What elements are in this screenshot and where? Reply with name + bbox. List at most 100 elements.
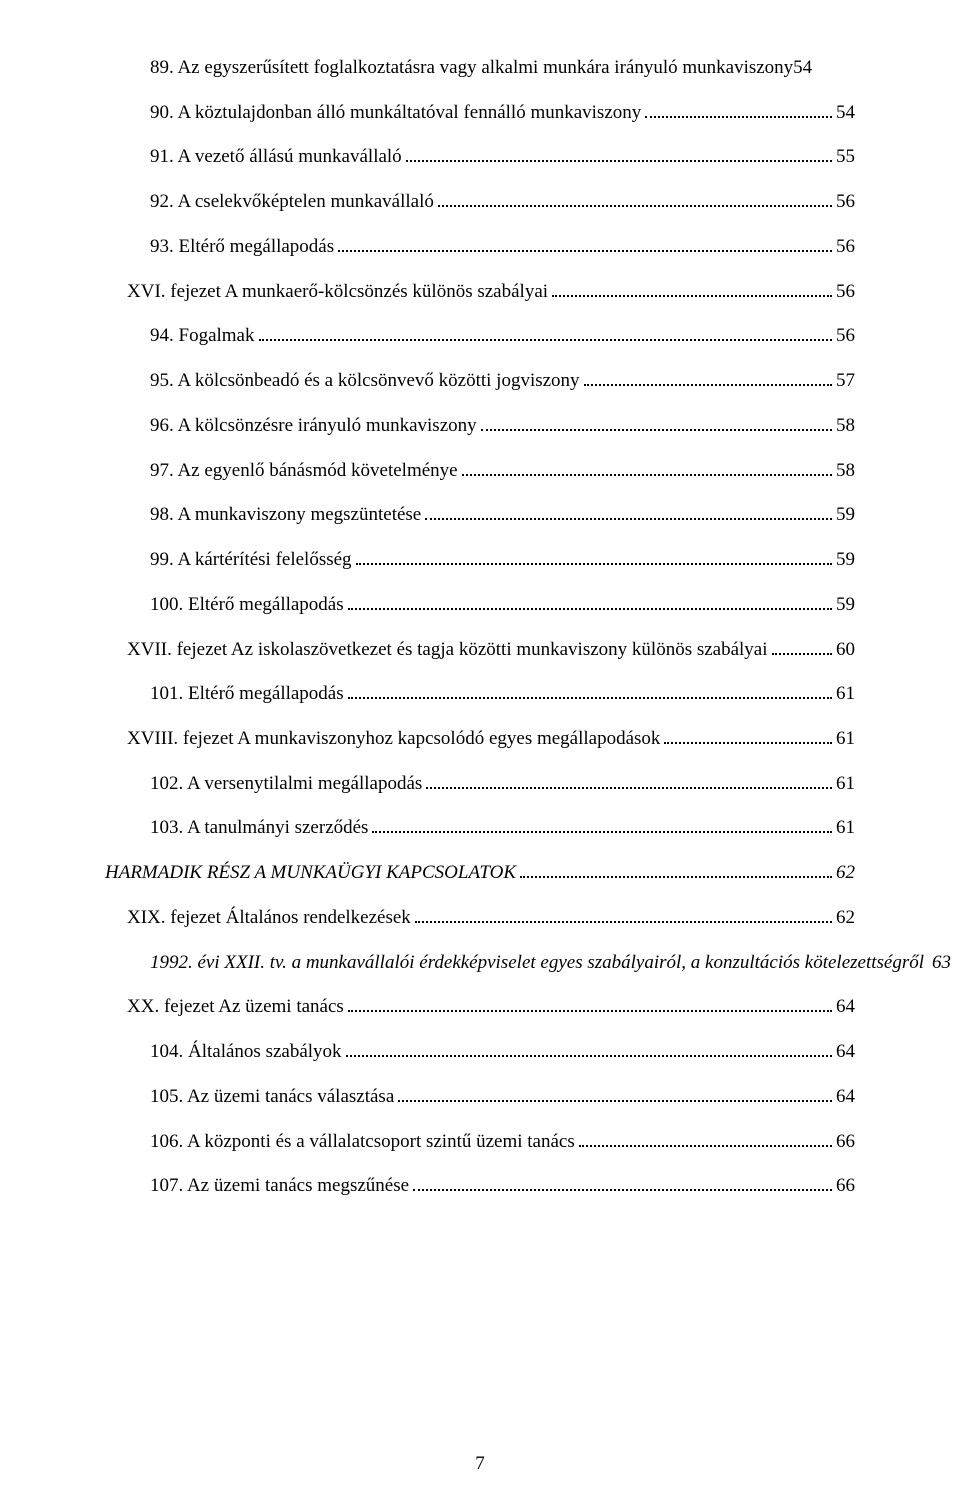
- toc-entry-page: 55: [836, 144, 855, 170]
- toc-entry-page: 60: [836, 637, 855, 663]
- toc-entry-label: 1992. évi XXII. tv. a munkavállalói érde…: [150, 950, 924, 976]
- toc-entry-label: 98. A munkaviszony megszüntetése: [150, 502, 421, 528]
- toc-leader-dots: [579, 1128, 832, 1147]
- toc-entry: 90. A köztulajdonban álló munkáltatóval …: [105, 99, 855, 126]
- toc-leader-dots: [398, 1083, 832, 1102]
- toc-leader-dots: [462, 457, 832, 476]
- toc-entry: 91. A vezető állású munkavállaló 55: [105, 143, 855, 170]
- toc-entry-page: 64: [836, 1039, 855, 1065]
- toc-leader-dots: [772, 635, 832, 654]
- toc-leader-dots: [481, 412, 832, 431]
- toc-entry-page: 59: [836, 502, 855, 528]
- toc-entry-label: XIX. fejezet Általános rendelkezések: [127, 905, 411, 931]
- toc-entry: HARMADIK RÉSZ A MUNKAÜGYI KAPCSOLATOK 62: [105, 859, 855, 886]
- toc-entry: 97. Az egyenlő bánásmód követelménye 58: [105, 457, 855, 484]
- toc-leader-dots: [348, 993, 832, 1012]
- toc-entry: XIX. fejezet Általános rendelkezések 62: [105, 904, 855, 931]
- toc-leader-dots: [259, 322, 833, 341]
- toc-entry-page: 62: [836, 860, 855, 886]
- toc-entry-page: 54: [793, 55, 812, 81]
- toc-entry: XVIII. fejezet A munkaviszonyhoz kapcsol…: [105, 725, 855, 752]
- toc-entry-page: 59: [836, 547, 855, 573]
- toc-entry-page: 56: [836, 189, 855, 215]
- toc-entry-label: 91. A vezető állású munkavállaló: [150, 144, 402, 170]
- toc-entry-page: 61: [836, 815, 855, 841]
- toc-entry-label: 103. A tanulmányi szerződés: [150, 815, 368, 841]
- toc-entry-page: 61: [836, 771, 855, 797]
- toc-leader-dots: [426, 770, 832, 789]
- toc-entry: 93. Eltérő megállapodás 56: [105, 233, 855, 260]
- toc-entry: 98. A munkaviszony megszüntetése 59: [105, 501, 855, 528]
- toc-leader-dots: [664, 725, 832, 744]
- toc-entry-label: 96. A kölcsönzésre irányuló munkaviszony: [150, 413, 477, 439]
- toc-entry-label: 92. A cselekvőképtelen munkavállaló: [150, 189, 434, 215]
- toc-entry-page: 66: [836, 1129, 855, 1155]
- toc-entry-label: XVII. fejezet Az iskolaszövetkezet és ta…: [127, 637, 768, 663]
- toc-leader-dots: [406, 143, 832, 162]
- toc-entry-page: 62: [836, 905, 855, 931]
- toc-leader-dots: [413, 1172, 832, 1191]
- toc-entry-page: 66: [836, 1173, 855, 1199]
- toc-entry-label: HARMADIK RÉSZ A MUNKAÜGYI KAPCSOLATOK: [105, 860, 516, 886]
- toc-leader-dots: [645, 99, 832, 118]
- toc-entry-label: 97. Az egyenlő bánásmód követelménye: [150, 458, 458, 484]
- toc-entry: 107. Az üzemi tanács megszűnése 66: [105, 1172, 855, 1199]
- toc-entry: 96. A kölcsönzésre irányuló munkaviszony…: [105, 412, 855, 439]
- toc-leader-dots: [348, 591, 832, 610]
- toc-leader-dots: [438, 188, 832, 207]
- toc-leader-dots: [346, 1038, 832, 1057]
- toc-entry: 101. Eltérő megállapodás61: [105, 680, 855, 707]
- toc-entry: XVII. fejezet Az iskolaszövetkezet és ta…: [105, 635, 855, 662]
- document-page: 89. Az egyszerűsített foglalkoztatásra v…: [0, 0, 960, 1509]
- toc-leader-dots: [356, 546, 832, 565]
- toc-entry: XVI. fejezet A munkaerő-kölcsönzés külön…: [105, 278, 855, 305]
- toc-entry-label: 94. Fogalmak: [150, 323, 255, 349]
- toc-entry-page: 56: [836, 279, 855, 305]
- toc-entry: 89. Az egyszerűsített foglalkoztatásra v…: [105, 55, 855, 81]
- toc-entry-label: XX. fejezet Az üzemi tanács: [127, 994, 344, 1020]
- toc-entry-page: 61: [836, 726, 855, 752]
- toc-entry-page: 64: [836, 1084, 855, 1110]
- toc-entry-page: 59: [836, 592, 855, 618]
- toc-entry-label: 89. Az egyszerűsített foglalkoztatásra v…: [150, 55, 793, 81]
- table-of-contents: 89. Az egyszerűsített foglalkoztatásra v…: [105, 55, 855, 1199]
- toc-entry-label: 100. Eltérő megállapodás: [150, 592, 344, 618]
- toc-leader-dots: [338, 233, 832, 252]
- toc-entry: 104. Általános szabályok 64: [105, 1038, 855, 1065]
- toc-entry-label: 90. A köztulajdonban álló munkáltatóval …: [150, 100, 641, 126]
- toc-entry-label: 95. A kölcsönbeadó és a kölcsönvevő közö…: [150, 368, 580, 394]
- toc-entry-label: 102. A versenytilalmi megállapodás: [150, 771, 422, 797]
- toc-entry: 103. A tanulmányi szerződés 61: [105, 814, 855, 841]
- toc-entry-page: 58: [836, 458, 855, 484]
- toc-leader-dots: [584, 367, 832, 386]
- toc-entry: 92. A cselekvőképtelen munkavállaló 56: [105, 188, 855, 215]
- toc-entry-page: 56: [836, 234, 855, 260]
- toc-entry: 99. A kártérítési felelősség 59: [105, 546, 855, 573]
- toc-entry-label: 93. Eltérő megállapodás: [150, 234, 334, 260]
- toc-entry-label: 105. Az üzemi tanács választása: [150, 1084, 394, 1110]
- page-number: 7: [0, 1453, 960, 1475]
- toc-entry-page: 58: [836, 413, 855, 439]
- toc-entry-label: XVI. fejezet A munkaerő-kölcsönzés külön…: [127, 279, 548, 305]
- toc-entry-page: 56: [836, 323, 855, 349]
- toc-entry: 102. A versenytilalmi megállapodás 61: [105, 770, 855, 797]
- toc-entry: 100. Eltérő megállapodás 59: [105, 591, 855, 618]
- toc-leader-dots: [520, 859, 832, 878]
- toc-leader-dots: [372, 814, 832, 833]
- toc-entry-label: 106. A központi és a vállalatcsoport szi…: [150, 1129, 575, 1155]
- toc-entry: XX. fejezet Az üzemi tanács 64: [105, 993, 855, 1020]
- toc-entry-page: 64: [836, 994, 855, 1020]
- toc-entry-label: 104. Általános szabályok: [150, 1039, 342, 1065]
- toc-entry: 1992. évi XXII. tv. a munkavállalói érde…: [105, 949, 855, 976]
- toc-leader-dots: [552, 278, 832, 297]
- toc-entry-label: 107. Az üzemi tanács megszűnése: [150, 1173, 409, 1199]
- toc-entry: 94. Fogalmak 56: [105, 322, 855, 349]
- toc-entry-page: 57: [836, 368, 855, 394]
- toc-entry-page: 54: [836, 100, 855, 126]
- toc-entry-label: 101. Eltérő megállapodás: [150, 681, 344, 707]
- toc-entry: 106. A központi és a vállalatcsoport szi…: [105, 1128, 855, 1155]
- toc-entry: 95. A kölcsönbeadó és a kölcsönvevő közö…: [105, 367, 855, 394]
- toc-entry-page: 63: [932, 950, 951, 976]
- toc-entry-label: 99. A kártérítési felelősség: [150, 547, 352, 573]
- toc-entry: 105. Az üzemi tanács választása 64: [105, 1083, 855, 1110]
